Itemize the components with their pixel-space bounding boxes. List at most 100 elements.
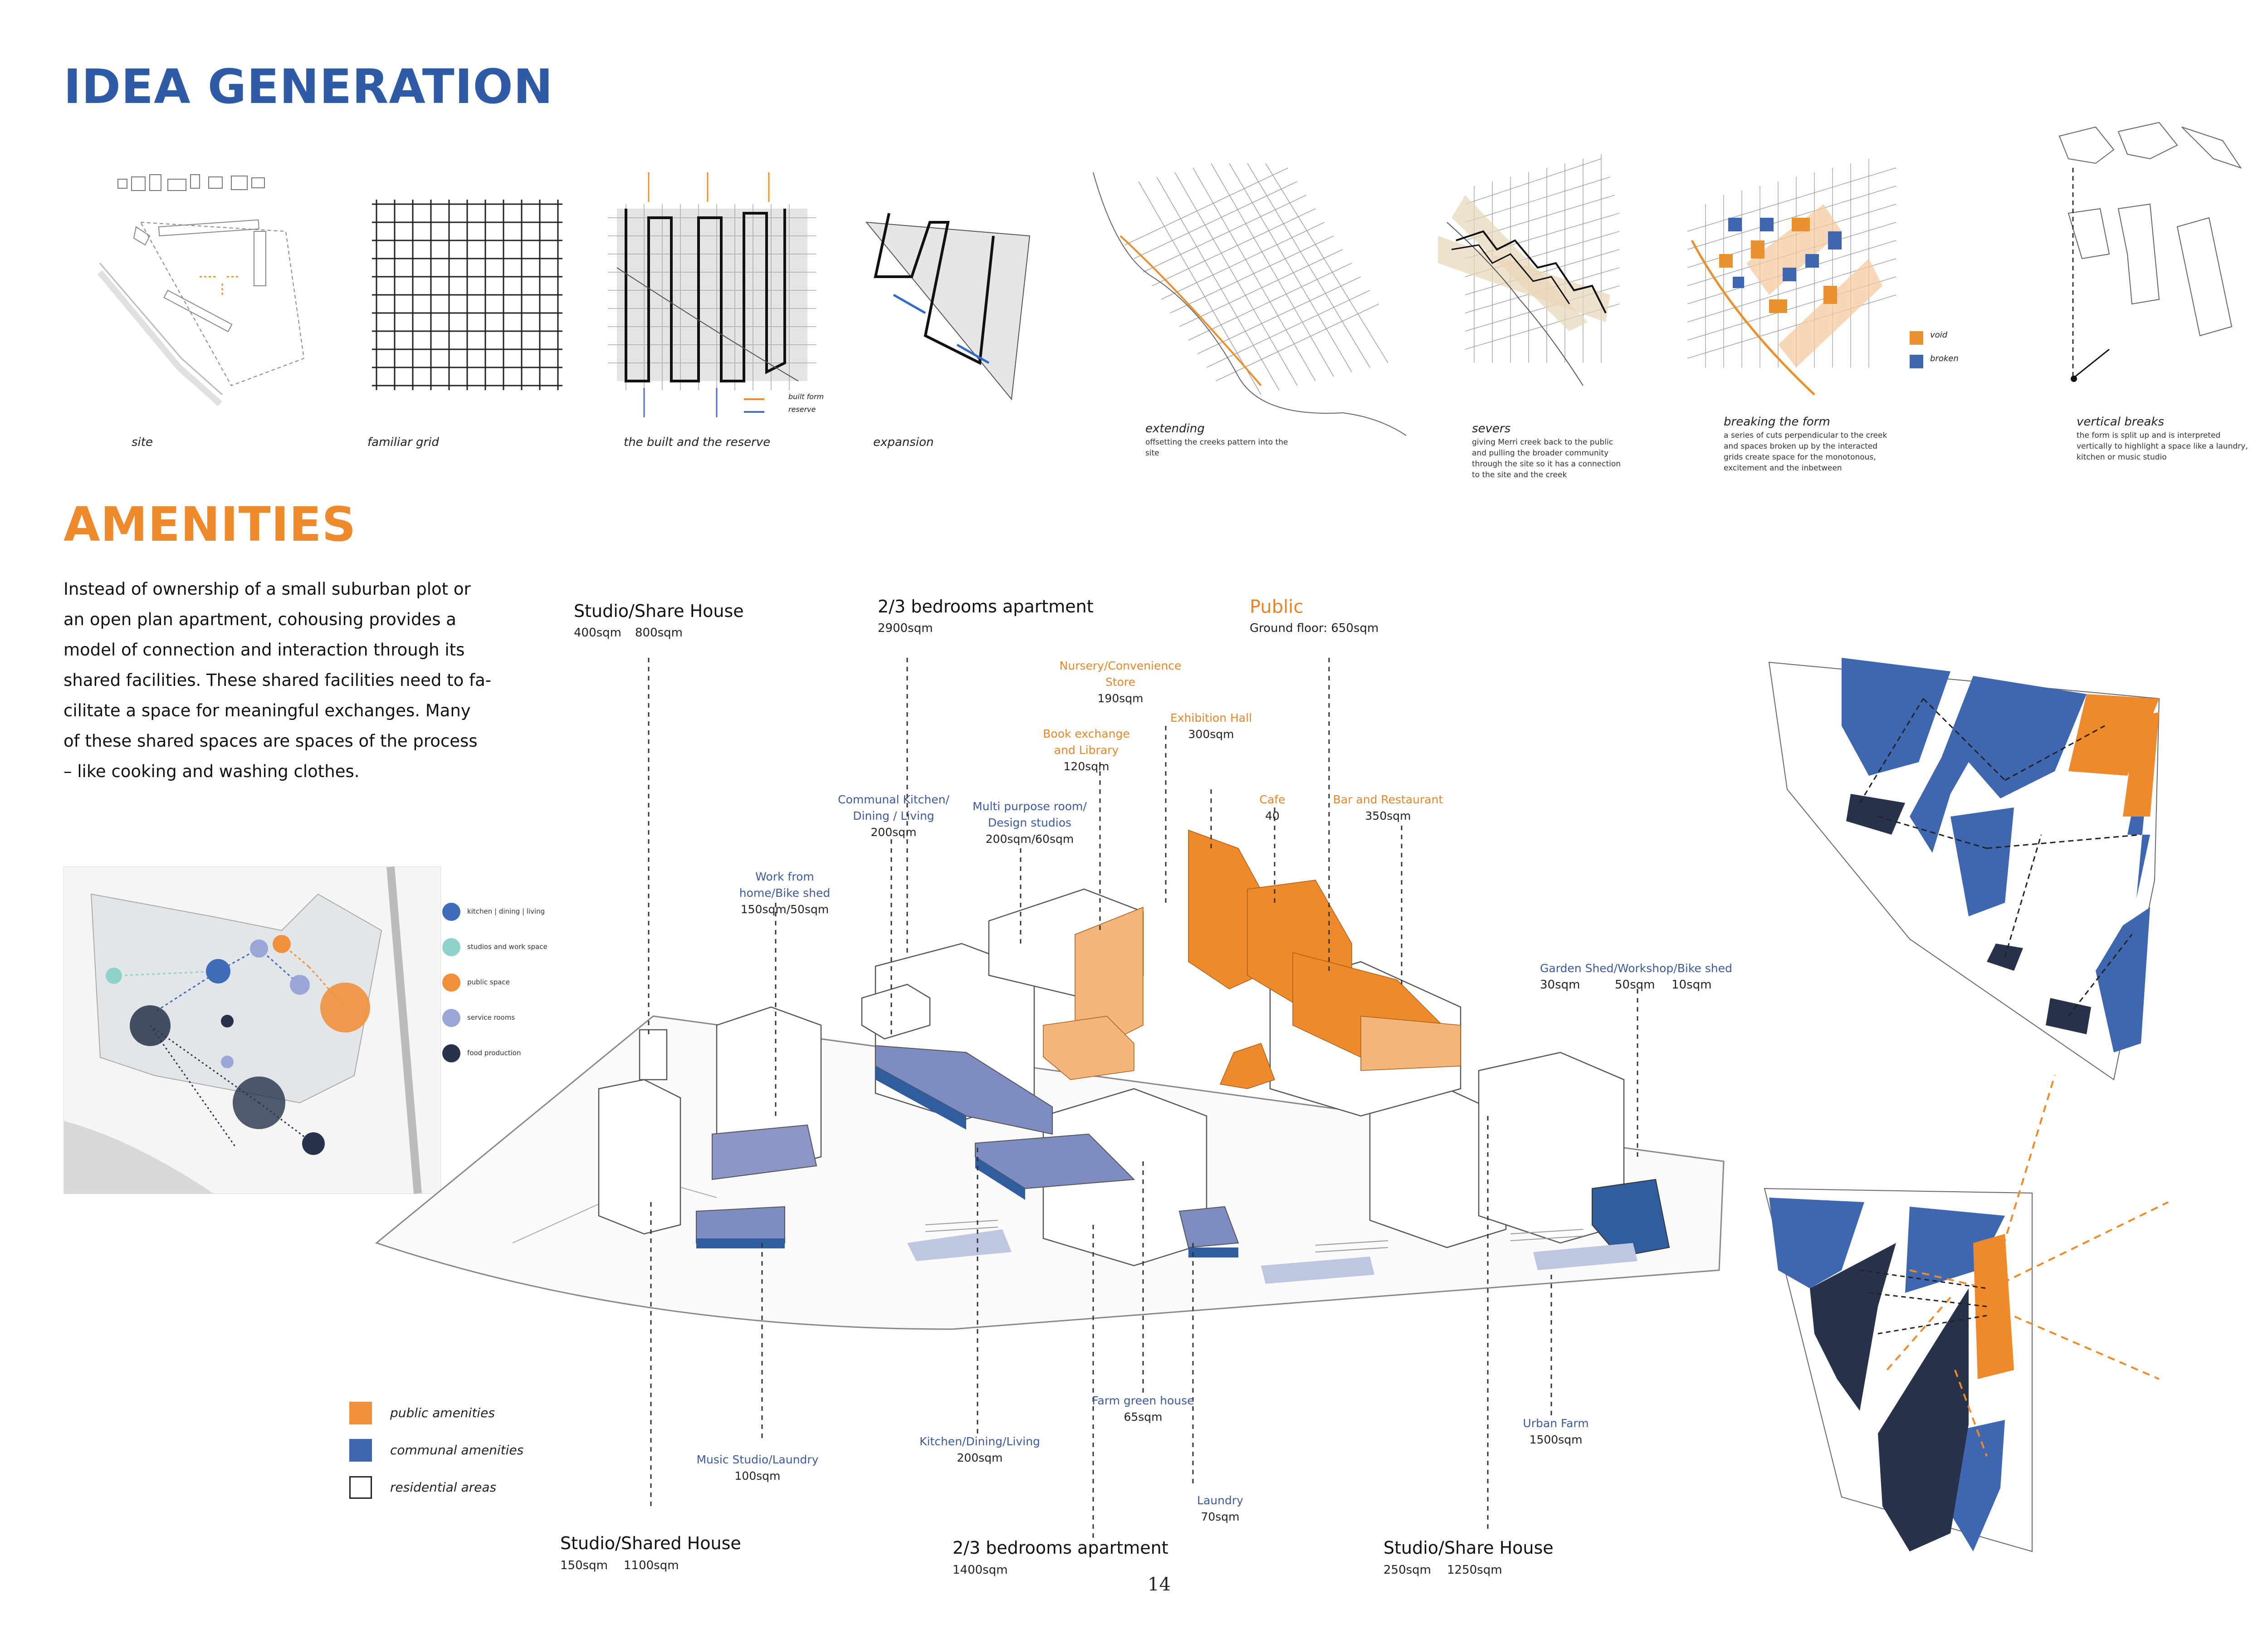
extending-diagram — [1093, 163, 1407, 436]
step-title-built-reserve: the built and the reserve — [624, 435, 771, 449]
step-title-familiar-grid: familiar grid — [367, 435, 439, 449]
intro-paragraph: Instead of ownership of a small suburban… — [64, 574, 535, 787]
step-title-vertical-breaks: vertical breaks — [2077, 415, 2164, 429]
step-title-breaking-form: breaking the form — [1724, 415, 1830, 429]
label-urban-farm: Urban Farm 1500sqm — [1506, 1415, 1606, 1448]
label-book-exchange-area: 120sqm — [1063, 760, 1110, 773]
label-studio-shared-bottom-a: 150sqm — [560, 1559, 608, 1572]
label-garden-shed: Garden Shed/Workshop/Bike shed — [1540, 962, 1732, 975]
label-studio-share-bottom-a: 250sqm — [1383, 1563, 1432, 1577]
label-multi-purpose-area: 200sqm/60sqm — [985, 832, 1074, 846]
step-title-severs: severs — [1472, 422, 1511, 435]
intro-line: model of connection and interaction thro… — [64, 640, 465, 660]
label-book-exchange-name: Book exchange and Library — [1043, 727, 1130, 757]
amenities-heading: AMENITIES — [64, 497, 357, 552]
page-number: 14 — [1148, 1574, 1171, 1595]
legend-label-communal-amenities: communal amenities — [390, 1443, 524, 1458]
label-studio-share-top-b: 800sqm — [635, 626, 683, 640]
label-kitchen-dining-name: Kitchen/Dining/Living — [919, 1435, 1040, 1448]
legend-dot-kitchen — [442, 903, 460, 921]
legend-label-food: food production — [467, 1049, 521, 1057]
label-cafe-name: Cafe — [1259, 793, 1286, 806]
label-nursery: Nursery/Convenience Store 190sqm — [1052, 658, 1188, 707]
label-laundry: Laundry 70sqm — [1166, 1492, 1275, 1525]
step-note-breaking-form: a series of cuts perpendicular to the cr… — [1724, 431, 1887, 473]
legend-built-form: built form — [788, 392, 824, 401]
vertical-breaks-plan-top — [1768, 658, 2160, 1081]
label-bar-restaurant-name: Bar and Restaurant — [1333, 793, 1443, 806]
expansion-diagram — [865, 213, 1031, 401]
label-music-studio: Music Studio/Laundry 100sqm — [689, 1452, 826, 1484]
intro-line: Instead of ownership of a small suburban… — [64, 579, 471, 599]
label-exhibition-area: 300sqm — [1188, 728, 1234, 741]
built-reserve-diagram — [608, 172, 816, 417]
legend-label-service: service rooms — [467, 1013, 515, 1022]
label-exhibition: Exhibition Hall 300sqm — [1161, 710, 1261, 743]
label-bar-restaurant-area: 350sqm — [1365, 809, 1411, 822]
label-laundry-area: 70sqm — [1201, 1510, 1240, 1523]
label-apartment-top: 2/3 bedrooms apartment — [878, 597, 1094, 616]
breaking-form-diagram — [1687, 159, 1923, 396]
site-map-legend: kitchen | dining | living studios and wo… — [442, 903, 565, 1066]
label-garden-shed-b: 50sqm — [1615, 978, 1655, 992]
label-public-top: Public — [1250, 597, 1304, 617]
legend-dot-food — [442, 1044, 460, 1062]
label-studio-share-top: Studio/Share House — [574, 601, 744, 621]
label-nursery-area: 190sqm — [1097, 692, 1144, 705]
label-kitchen-dining: Kitchen/Dining/Living 200sqm — [912, 1433, 1048, 1466]
label-work-from-home-name: Work from home/Bike shed — [739, 870, 831, 900]
legend-dot-public — [442, 974, 460, 992]
label-work-from-home-area: 150sqm/50sqm — [740, 903, 829, 916]
label-communal-kitchen: Communal Kitchen/ Dining / Living 200sqm — [837, 792, 950, 841]
crossing-paths-plan-bottom — [1764, 1075, 2169, 1552]
step-note-extending: offsetting the creeks pattern into the s… — [1145, 438, 1288, 458]
label-kitchen-dining-area: 200sqm — [957, 1451, 1003, 1464]
intro-line: an open plan apartment, cohousing provid… — [64, 610, 456, 629]
label-communal-kitchen-area: 200sqm — [870, 826, 917, 839]
label-studio-share-top-a: 400sqm — [574, 626, 622, 640]
label-studio-shared-bottom: Studio/Shared House — [560, 1533, 741, 1553]
legend-label-public-amenities: public amenities — [390, 1405, 495, 1420]
legend-dot-service — [442, 1009, 460, 1027]
label-multi-purpose-name: Multi purpose room/ Design studios — [973, 800, 1087, 829]
label-exhibition-name: Exhibition Hall — [1170, 711, 1252, 724]
label-laundry-name: Laundry — [1197, 1494, 1243, 1507]
legend-label-studios: studios and work space — [467, 943, 547, 951]
step-title-site: site — [132, 435, 153, 449]
legend-label-residential-areas: residential areas — [390, 1480, 497, 1495]
step-note-severs: giving Merri creek back to the public an… — [1472, 438, 1621, 479]
label-farm-green-house-area: 65sqm — [1124, 1410, 1163, 1424]
intro-line: cilitate a space for meaningful exchange… — [64, 701, 471, 720]
label-studio-share-bottom: Studio/Share House — [1383, 1538, 1554, 1558]
legend-broken: broken — [1930, 354, 1959, 363]
legend-swatch-residential — [349, 1476, 372, 1499]
idea-generation-heading: IDEA GENERATION — [64, 59, 553, 114]
step-note-vertical-breaks: the form is split up and is interpreted … — [2077, 431, 2248, 462]
label-garden-shed-a: 30sqm — [1540, 978, 1580, 992]
label-multi-purpose: Multi purpose room/ Design studios 200sq… — [962, 798, 1098, 847]
label-cafe: Cafe 40 — [1252, 792, 1293, 824]
legend-swatch-public — [349, 1402, 372, 1424]
label-music-studio-name: Music Studio/Laundry — [696, 1453, 819, 1466]
vertical-breaks-diagram — [2058, 122, 2242, 382]
site-diagram — [97, 174, 305, 406]
legend-label-public: public space — [467, 978, 510, 986]
label-studio-shared-bottom-b: 1100sqm — [624, 1559, 679, 1572]
label-communal-kitchen-name: Communal Kitchen/ Dining / Living — [838, 793, 949, 822]
label-apartment-bottom-area: 1400sqm — [953, 1563, 1008, 1577]
label-nursery-name: Nursery/Convenience Store — [1059, 659, 1182, 689]
label-farm-green-house-name: Farm green house — [1092, 1394, 1194, 1407]
familiar-grid-diagram — [372, 200, 562, 390]
intro-line: shared facilities. These shared faciliti… — [64, 670, 492, 690]
label-public-top-area: Ground floor: 650sqm — [1250, 621, 1379, 635]
legend-void: void — [1930, 330, 1948, 340]
severs-diagram — [1438, 154, 1620, 386]
legend-swatch-communal — [349, 1439, 372, 1462]
label-cafe-area: 40 — [1265, 809, 1280, 822]
legend-label-kitchen: kitchen | dining | living — [467, 907, 545, 915]
intro-line: – like cooking and washing clothes. — [64, 762, 360, 781]
label-urban-farm-name: Urban Farm — [1523, 1417, 1589, 1430]
label-music-studio-area: 100sqm — [734, 1469, 781, 1482]
label-apartment-top-area: 2900sqm — [878, 621, 933, 635]
label-garden-shed-c: 10sqm — [1672, 978, 1712, 992]
